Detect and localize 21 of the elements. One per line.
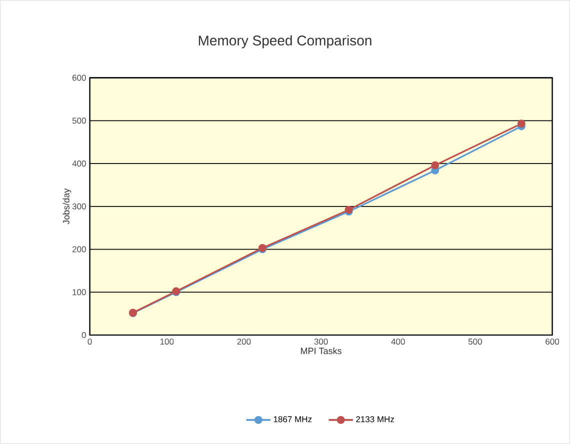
x-tick-label: 200 [237, 338, 251, 345]
x-axis-title: MPI Tasks [301, 348, 342, 354]
x-tick-label: 300 [314, 338, 328, 345]
y-tick-label: 0 [82, 332, 86, 338]
x-tick-label: 400 [391, 338, 405, 345]
chart-title: Memory Speed Comparison [198, 35, 372, 48]
legend-label: 1867 MHz [274, 416, 312, 422]
y-tick-label: 100 [72, 289, 86, 296]
x-tick-label: 600 [546, 338, 560, 345]
y-tick-label: 400 [72, 160, 86, 167]
y-tick-label: 600 [72, 74, 86, 81]
y-tick-label: 500 [72, 118, 86, 124]
y-tick-label: 200 [72, 246, 86, 252]
x-tick-label: 100 [160, 338, 174, 345]
x-tick-label: 0 [88, 338, 92, 345]
legend-label: 2133 MHz [356, 416, 394, 422]
x-tick-label: 500 [468, 338, 482, 345]
y-axis-title: Jobs/day [62, 188, 72, 224]
point [431, 161, 440, 170]
y-tick-label: 300 [72, 203, 86, 210]
point [517, 120, 526, 128]
